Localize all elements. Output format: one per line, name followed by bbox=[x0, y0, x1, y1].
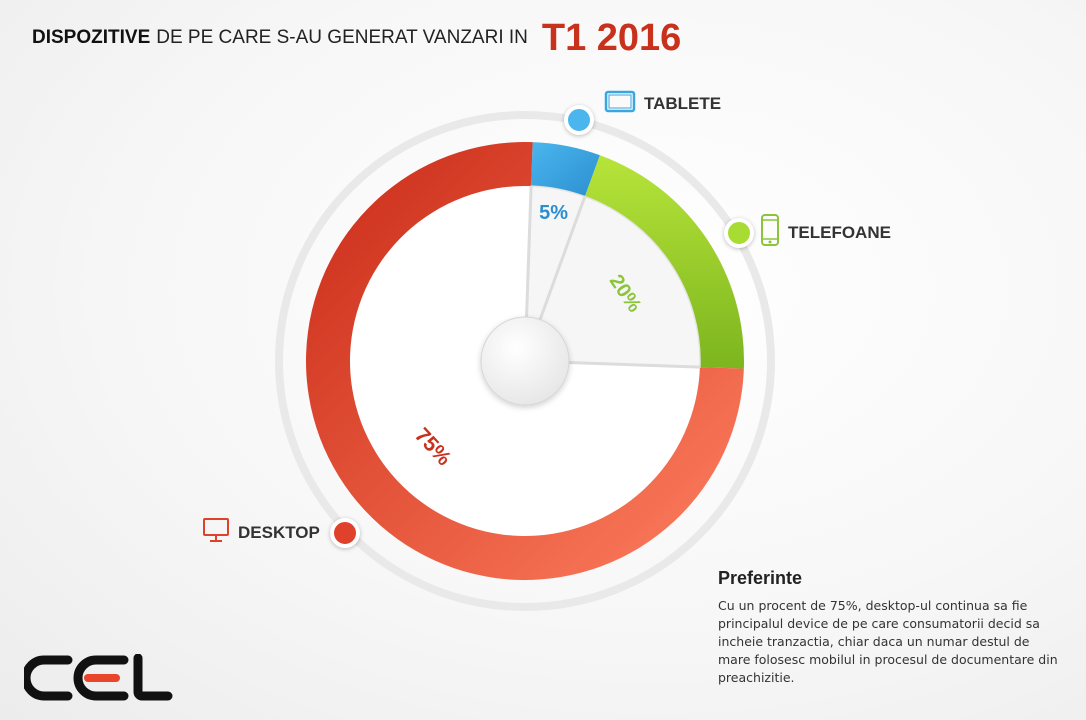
separator-line bbox=[525, 186, 533, 318]
page-title: DISPOZITIVE DE PE CARE S-AU GENERAT VANZ… bbox=[32, 14, 681, 62]
slice-tablete bbox=[531, 142, 600, 197]
outer-ring bbox=[275, 111, 775, 611]
note-panel: Preferinte Cu un procent de 75%, desktop… bbox=[718, 568, 1062, 687]
chart-hub bbox=[480, 316, 570, 406]
tablet-icon bbox=[604, 89, 636, 118]
legend-label-telefoane: TELEFOANE bbox=[788, 222, 891, 242]
cel-logo bbox=[21, 653, 174, 707]
legend-desktop: DESKTOP bbox=[202, 516, 320, 549]
legend-label-tablete: TABLETE bbox=[644, 93, 722, 113]
title-period: T1 2016 bbox=[541, 16, 682, 59]
separator-line bbox=[538, 196, 587, 321]
legend-tablete: TABLETE bbox=[604, 89, 721, 118]
legend-dot-tablete bbox=[564, 105, 594, 135]
title-bold: DISPOZITIVE bbox=[32, 27, 151, 48]
label-tablete: 5% bbox=[539, 202, 568, 224]
wedge-telefoane bbox=[523, 195, 701, 368]
legend-telefoane: TELEFOANE bbox=[760, 214, 891, 251]
title-rest: DE PE CARE S-AU GENERAT VANZARI IN bbox=[156, 27, 528, 48]
legend-label-desktop: DESKTOP bbox=[238, 522, 320, 542]
separator-line bbox=[568, 361, 700, 369]
slice-telefoane bbox=[584, 155, 744, 369]
legend-dot-telefoane bbox=[724, 218, 754, 248]
note-body: Cu un procent de 75%, desktop-ul continu… bbox=[718, 598, 1058, 685]
monitor-icon bbox=[202, 516, 230, 549]
legend-dot-desktop bbox=[330, 518, 360, 548]
phone-icon bbox=[760, 214, 780, 251]
note-heading: Preferinte bbox=[718, 568, 803, 588]
